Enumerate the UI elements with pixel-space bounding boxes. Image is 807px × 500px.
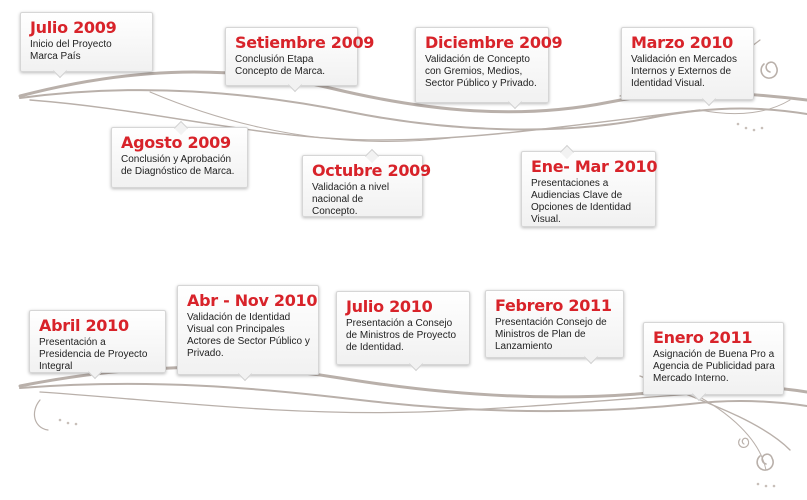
milestone-date: Setiembre 2009 [235,33,375,52]
milestone-description: Presentación a Consejo de Ministros de P… [346,318,457,353]
milestone-date: Abril 2010 [39,316,129,335]
milestone-date: Julio 2009 [30,18,117,37]
milestone-description: Inicio del Proyecto Marca País [30,39,112,62]
milestone-description: Validación de Identidad Visual con Princ… [187,312,310,359]
milestone-description: Presentación a Presidencia de Proyecto I… [39,337,148,372]
milestone-date: Ene- Mar 2010 [531,157,658,176]
milestone-description: Validación de Concepto con Gremios, Medi… [425,54,537,89]
milestone-card-enero-2011: Enero 2011 Asignación de Buena Pro a Age… [643,322,784,395]
milestone-card-abr-nov-2010: Abr - Nov 2010 Validación de Identidad V… [177,285,319,375]
milestone-description: Presentaciones a Audiencias Clave de Opc… [531,178,632,225]
milestone-card-febrero-2011: Febrero 2011 Presentación Consejo de Min… [485,290,624,358]
milestone-description: Conclusión y Aprobación de Diagnóstico d… [121,154,235,177]
milestone-date: Agosto 2009 [121,133,231,152]
milestone-card-octubre-2009: Octubre 2009 Validación a nivel nacional… [302,155,431,217]
milestone-date: Diciembre 2009 [425,33,563,52]
milestone-card-abril-2010: Abril 2010 Presentación a Presidencia de… [29,310,166,373]
milestone-description: Validación a nivel nacional de Concepto. [312,182,390,217]
milestone-card-marzo-2010: Marzo 2010 Validación en Mercados Intern… [621,27,754,100]
milestone-description: Conclusión Etapa Concepto de Marca. [235,54,326,77]
milestone-date: Enero 2011 [653,328,753,347]
milestone-card-agosto-2009: Agosto 2009 Conclusión y Aprobación de D… [111,127,248,188]
milestone-date: Marzo 2010 [631,33,734,52]
milestone-date: Febrero 2011 [495,296,612,315]
milestone-card-julio-2009: Julio 2009 Inicio del Proyecto Marca Paí… [20,12,153,72]
milestone-description: Validación en Mercados Internos y Extern… [631,54,737,89]
milestone-date: Abr - Nov 2010 [187,291,318,310]
milestone-date: Octubre 2009 [312,161,431,180]
milestone-description: Presentación Consejo de Ministros de Pla… [495,317,607,352]
milestone-card-diciembre-2009: Diciembre 2009 Validación de Concepto co… [415,27,563,103]
milestone-card-setiembre-2009: Setiembre 2009 Conclusión Etapa Concepto… [225,27,375,86]
milestone-description: Asignación de Buena Pro a Agencia de Pub… [653,349,775,384]
milestone-card-julio-2010: Julio 2010 Presentación a Consejo de Min… [336,291,470,365]
milestone-date: Julio 2010 [346,297,433,316]
milestone-card-ene-mar-2010: Ene- Mar 2010 Presentaciones a Audiencia… [521,151,658,227]
